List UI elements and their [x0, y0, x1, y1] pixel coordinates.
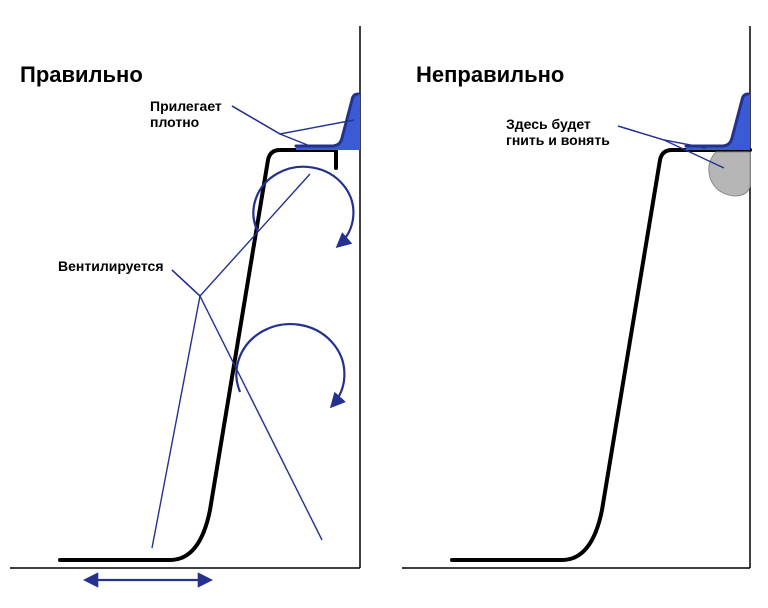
- right-profile: [452, 150, 750, 560]
- diagram-svg: [0, 0, 768, 608]
- panel-right: [402, 26, 750, 568]
- label-tight-fit: Прилегает плотно: [150, 98, 222, 130]
- leader-fit-1: [232, 106, 310, 146]
- arrow-circ-top: [253, 167, 353, 246]
- heading-correct: Правильно: [20, 62, 143, 88]
- label-rot: Здесь будет гнить и вонять: [506, 116, 610, 148]
- debris-blob: [709, 152, 750, 196]
- heading-incorrect: Неправильно: [416, 62, 564, 88]
- label-ventilated: Вентилируется: [58, 258, 164, 274]
- arrow-circ-mid: [236, 324, 344, 406]
- left-profile: [60, 150, 336, 560]
- leader-fit-2: [232, 106, 354, 134]
- leader-vent-2: [152, 270, 200, 548]
- diagram-stage: Правильно Неправильно Прилегает плотно В…: [0, 0, 768, 608]
- leader-vent-3: [172, 270, 322, 540]
- leader-vent-1: [172, 174, 310, 296]
